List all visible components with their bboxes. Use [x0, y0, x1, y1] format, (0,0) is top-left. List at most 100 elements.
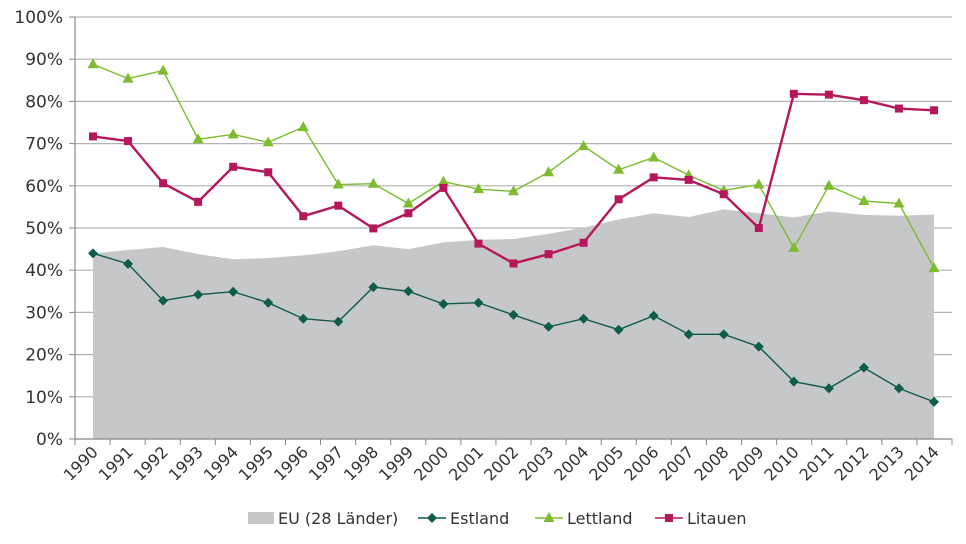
- data-point-diamond: [368, 282, 379, 293]
- data-point-triangle: [928, 262, 940, 273]
- data-point-square: [789, 89, 798, 98]
- x-tick-label: 1996: [270, 442, 312, 484]
- x-tick-label: 1997: [305, 442, 347, 484]
- data-point-triangle: [543, 166, 555, 177]
- data-point-square: [159, 179, 168, 188]
- data-point-square: [684, 175, 693, 184]
- data-point-square: [894, 104, 903, 113]
- legend-label: Estland: [450, 509, 509, 528]
- legend-swatch: [248, 512, 274, 524]
- x-tick-label: 2001: [445, 442, 487, 484]
- y-tick-label: 40%: [25, 261, 63, 281]
- data-point-diamond: [263, 297, 274, 308]
- data-point-triangle: [788, 241, 800, 252]
- data-point-square: [194, 197, 203, 206]
- y-tick-label: 60%: [25, 177, 63, 197]
- data-point-square: [824, 90, 833, 99]
- axes: [69, 16, 953, 445]
- data-point-triangle: [823, 179, 835, 190]
- data-point-triangle: [297, 121, 309, 132]
- x-tick-label: 1999: [375, 442, 417, 484]
- data-point-triangle: [192, 133, 204, 144]
- data-point-diamond: [228, 286, 239, 297]
- data-point-square: [299, 212, 308, 221]
- data-point-square: [930, 106, 938, 115]
- data-point-diamond: [788, 376, 799, 387]
- data-point-triangle: [648, 151, 660, 162]
- data-point-diamond: [158, 295, 169, 306]
- x-tick-label: 1992: [130, 442, 172, 484]
- x-tick-label: 2004: [550, 442, 592, 484]
- data-point-square: [89, 132, 97, 141]
- x-tick-label: 2003: [515, 442, 557, 484]
- data-point-diamond: [929, 396, 939, 407]
- data-point-diamond: [508, 309, 519, 320]
- data-point-square: [614, 195, 623, 204]
- x-tick-label: 2006: [620, 442, 662, 484]
- data-point-diamond: [88, 248, 98, 259]
- x-tick-label: 2009: [725, 442, 767, 484]
- data-point-square: [509, 259, 518, 268]
- data-point-triangle: [437, 175, 449, 186]
- data-point-triangle: [613, 163, 625, 174]
- data-point-square: [404, 209, 413, 218]
- data-point-square: [544, 250, 553, 259]
- data-point-triangle: [262, 136, 274, 147]
- legend-label: Lettland: [567, 509, 633, 528]
- data-point-diamond: [193, 289, 204, 300]
- y-tick-label: 10%: [25, 388, 63, 408]
- eu-area-fill: [93, 209, 934, 439]
- data-point-square: [229, 162, 238, 171]
- eu-area: [93, 209, 934, 439]
- x-tick-label: 2005: [585, 442, 627, 484]
- data-point-diamond: [683, 329, 694, 340]
- x-tick-label: 1994: [200, 442, 242, 484]
- data-point-diamond: [823, 383, 834, 394]
- data-point-square: [665, 514, 673, 522]
- data-point-square: [579, 238, 588, 247]
- series-litauen: [89, 89, 938, 268]
- legend-label: Litauen: [687, 509, 747, 528]
- data-point-diamond: [858, 362, 869, 373]
- data-point-diamond: [403, 286, 414, 297]
- data-point-diamond: [893, 383, 904, 394]
- data-point-diamond: [298, 313, 309, 324]
- data-point-diamond: [473, 297, 484, 308]
- data-point-square: [124, 137, 133, 146]
- y-tick-label: 80%: [25, 92, 63, 112]
- data-point-triangle: [227, 128, 239, 139]
- data-point-triangle: [87, 58, 99, 69]
- legend-item: Estland: [418, 509, 509, 528]
- data-point-diamond: [543, 321, 554, 332]
- data-point-square: [369, 224, 378, 233]
- data-point-square: [334, 201, 343, 210]
- y-tick-label: 70%: [25, 135, 63, 155]
- data-point-diamond: [753, 341, 764, 352]
- y-tick-label: 100%: [14, 8, 63, 28]
- data-point-diamond: [427, 513, 437, 523]
- data-point-triangle: [332, 178, 344, 189]
- data-point-triangle: [367, 177, 379, 188]
- x-tick-label: 2014: [901, 442, 943, 484]
- y-tick-label: 0%: [36, 430, 63, 450]
- legend-label: EU (28 Länder): [278, 509, 398, 528]
- x-tick-label: 1990: [60, 442, 102, 484]
- data-point-triangle: [157, 64, 169, 75]
- x-tick-label: 2007: [655, 442, 697, 484]
- x-tick-label: 1991: [95, 442, 137, 484]
- data-point-triangle: [472, 183, 484, 194]
- data-point-triangle: [753, 178, 765, 189]
- data-point-square: [649, 173, 658, 182]
- x-tick-label: 2012: [831, 442, 873, 484]
- data-point-triangle: [402, 197, 414, 208]
- data-point-square: [474, 239, 483, 248]
- x-tick-label: 2002: [480, 442, 522, 484]
- y-tick-label: 50%: [25, 219, 63, 239]
- x-tick-label: 1998: [340, 442, 382, 484]
- y-tick-label: 30%: [25, 303, 63, 323]
- data-point-triangle: [543, 512, 555, 522]
- legend: EU (28 Länder) Estland Lettland Litauen: [248, 509, 747, 528]
- data-point-triangle: [858, 194, 870, 205]
- data-point-diamond: [718, 329, 729, 340]
